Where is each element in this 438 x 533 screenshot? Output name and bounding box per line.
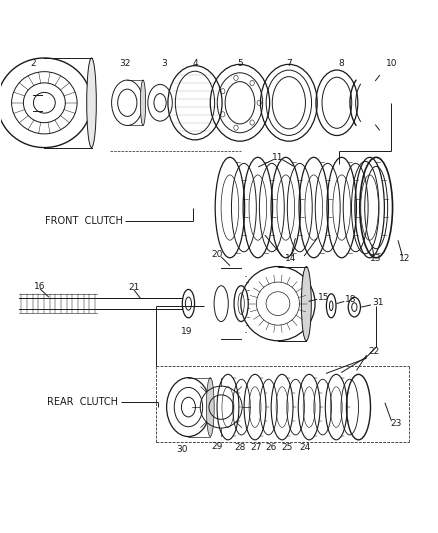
Text: 13: 13	[371, 254, 382, 263]
Text: 14: 14	[285, 254, 297, 263]
Text: 16: 16	[34, 281, 46, 290]
Ellipse shape	[141, 80, 146, 125]
Text: 26: 26	[265, 443, 277, 452]
Text: 7: 7	[286, 59, 292, 68]
Ellipse shape	[206, 377, 214, 437]
Text: FRONT  CLUTCH: FRONT CLUTCH	[45, 216, 123, 225]
Text: 4: 4	[192, 59, 198, 68]
Text: 19: 19	[180, 327, 192, 336]
Text: 25: 25	[281, 443, 292, 452]
Text: 12: 12	[399, 254, 410, 263]
Text: 30: 30	[176, 446, 187, 454]
Text: 29: 29	[211, 442, 223, 451]
Text: 3: 3	[162, 59, 167, 68]
Text: 8: 8	[339, 59, 344, 68]
Text: 21: 21	[128, 283, 140, 292]
Text: REAR  CLUTCH: REAR CLUTCH	[47, 397, 118, 407]
Text: 15: 15	[318, 293, 329, 302]
Text: 22: 22	[368, 347, 380, 356]
Text: 27: 27	[250, 443, 261, 452]
Text: 18: 18	[345, 295, 357, 304]
Ellipse shape	[87, 58, 96, 148]
Text: 31: 31	[373, 298, 384, 307]
Text: 24: 24	[300, 443, 311, 452]
Text: 23: 23	[390, 419, 402, 428]
Text: 20: 20	[211, 250, 223, 259]
Text: 32: 32	[120, 59, 131, 68]
Text: 10: 10	[386, 59, 397, 68]
Text: 28: 28	[234, 443, 246, 452]
Text: 11: 11	[272, 153, 284, 162]
Ellipse shape	[301, 266, 311, 341]
Text: 2: 2	[31, 59, 36, 68]
Text: 5: 5	[237, 59, 243, 68]
